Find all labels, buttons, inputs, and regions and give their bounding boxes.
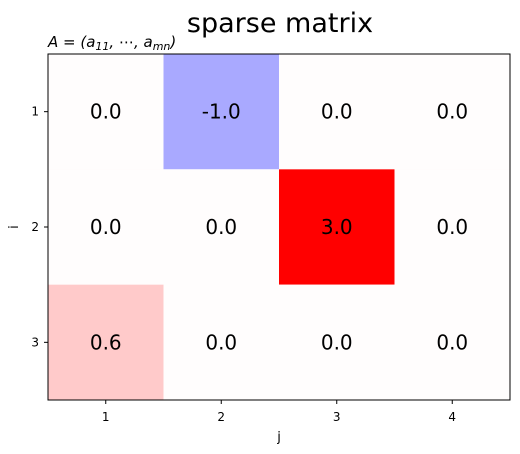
y-tick-label: 1 [31, 105, 39, 119]
cell-value-label-r3-c3: 0.0 [321, 330, 353, 354]
heatmap-cell-r3-c2 [163, 284, 279, 400]
heatmap-cells [48, 54, 510, 400]
cell-value-label-r2-c3: 3.0 [321, 215, 353, 239]
heatmap-cell-r2-c1 [48, 169, 164, 285]
cell-value-label-r3-c1: 0.6 [90, 330, 122, 354]
y-axis: 1 2 3 [31, 105, 48, 349]
x-axis: 1 2 3 4 [102, 400, 456, 424]
cell-value-label-r2-c1: 0.0 [90, 215, 122, 239]
y-axis-label: i [7, 225, 22, 229]
cell-value-label-r2-c2: 0.0 [205, 215, 237, 239]
subtitle-middle: , ⋯, a [109, 33, 152, 51]
heatmap-cell-r1-c1 [48, 54, 164, 170]
cell-value-label-r2-c4: 0.0 [436, 215, 468, 239]
subtitle-suffix: ) [169, 33, 176, 51]
chart-subtitle: A = (a11, ⋯, amn) [47, 33, 176, 53]
cell-value-label-r1-c2: -1.0 [202, 100, 241, 124]
heatmap-cell-r2-c2 [163, 169, 279, 285]
x-tick-label: 3 [333, 410, 341, 424]
x-tick-label: 2 [217, 410, 225, 424]
subtitle-prefix: A = (a [47, 33, 95, 51]
subtitle-subscript-1: 11 [95, 40, 109, 53]
cell-value-label-r1-c4: 0.0 [436, 100, 468, 124]
heatmap-cell-r1-c3 [279, 54, 395, 170]
heatmap-cell-r3-c1 [48, 284, 164, 400]
heatmap-cell-r1-c4 [394, 54, 510, 170]
heatmap-cell-r2-c3 [279, 169, 395, 285]
heatmap-cell-r2-c4 [394, 169, 510, 285]
y-tick-label: 3 [31, 335, 39, 349]
x-axis-label: j [276, 430, 281, 445]
cell-value-label-r1-c3: 0.0 [321, 100, 353, 124]
heatmap-cell-r1-c2 [163, 54, 279, 170]
chart-title: sparse matrix [187, 8, 373, 39]
y-tick-label: 2 [31, 220, 39, 234]
subtitle-subscript-2: mn [153, 40, 171, 53]
cell-value-label-r3-c4: 0.0 [436, 330, 468, 354]
heatmap-cell-labels: 0.0 -1.0 0.0 0.0 0.0 0.0 3.0 0.0 0.6 0.0 0.0 0.0 [90, 100, 468, 355]
heatmap-cell-r3-c3 [279, 284, 395, 400]
x-tick-label: 1 [102, 410, 110, 424]
heatmap-cell-r3-c4 [394, 284, 510, 400]
cell-value-label-r1-c1: 0.0 [90, 100, 122, 124]
x-tick-label: 4 [448, 410, 456, 424]
cell-value-label-r3-c2: 0.0 [205, 330, 237, 354]
